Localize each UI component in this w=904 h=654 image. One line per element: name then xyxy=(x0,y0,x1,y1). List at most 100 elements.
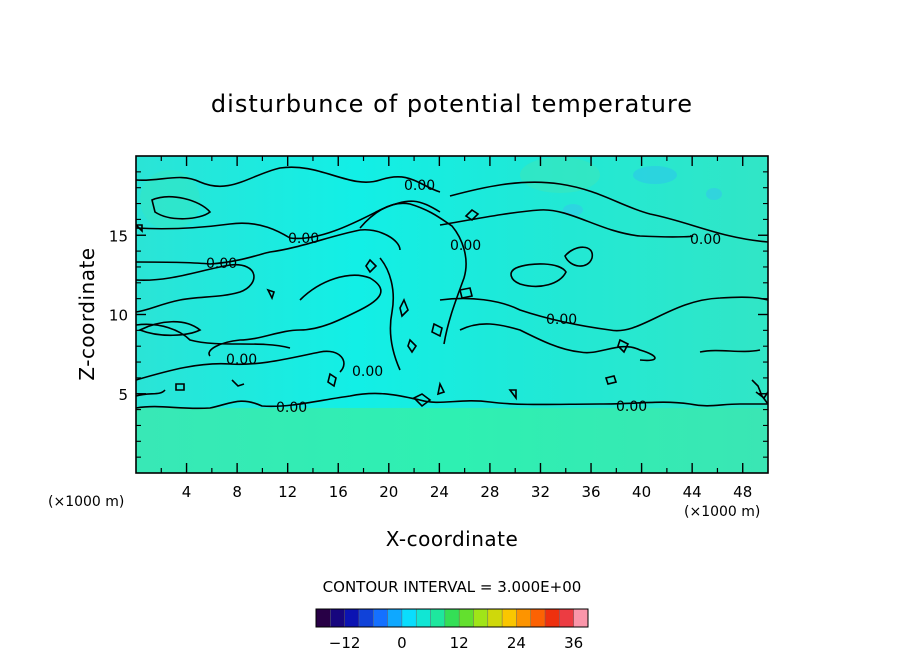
contour-line xyxy=(464,208,480,222)
colorbar-swatch xyxy=(316,609,331,627)
colorbar-tick-label: 12 xyxy=(450,634,469,652)
contour-line xyxy=(439,296,768,332)
colorbar-swatch xyxy=(516,609,532,627)
x-tick-label: 28 xyxy=(480,483,499,501)
colorbar-tick-label: −12 xyxy=(329,634,361,652)
contour-line xyxy=(208,274,382,357)
contour-line xyxy=(136,166,441,193)
contour-label: 0.00 xyxy=(404,178,435,194)
x-axis-label: X-coordinate xyxy=(386,527,519,551)
contour-line xyxy=(151,196,212,220)
colorbar-tick-label: 24 xyxy=(507,634,526,652)
contour-line xyxy=(439,209,694,238)
contour-line xyxy=(431,322,443,338)
x-tick-label: 36 xyxy=(581,483,600,501)
x-tick-label: 12 xyxy=(278,483,297,501)
colorbar-swatch xyxy=(416,609,431,627)
contour-line xyxy=(136,224,143,233)
field-lower xyxy=(136,408,768,473)
contour-line xyxy=(136,264,255,313)
colorbar-swatch xyxy=(358,609,374,627)
contour-line xyxy=(138,320,202,337)
contour-label: 0.00 xyxy=(616,399,647,415)
plot-area: 0.00 0.00 0.00 0.00 0.00 0.00 0.00 0.00 … xyxy=(136,156,768,473)
colorbar-swatch xyxy=(545,609,560,627)
colorbar-frame xyxy=(315,608,589,628)
contour-labels: 0.00 0.00 0.00 0.00 0.00 0.00 0.00 0.00 … xyxy=(206,178,721,416)
contour-line xyxy=(136,229,401,265)
cool-patch xyxy=(633,166,677,184)
x-tick-label: 24 xyxy=(430,483,449,501)
y-axis-label: Z-coordinate xyxy=(75,247,99,380)
contour-line xyxy=(175,383,185,391)
warm-patch xyxy=(520,157,600,193)
contour-line xyxy=(617,338,630,354)
contour-line xyxy=(266,288,276,301)
colorbar-swatch xyxy=(373,609,388,627)
x-tick-label: 40 xyxy=(632,483,651,501)
contour-line xyxy=(436,381,446,396)
colorbar-swatch xyxy=(530,609,546,627)
contour-line xyxy=(699,349,761,353)
contour-label: 0.00 xyxy=(226,352,257,368)
contour-label: 0.00 xyxy=(206,256,237,272)
contour-line xyxy=(136,392,768,410)
contour-line xyxy=(459,287,473,299)
x-tick-label: 44 xyxy=(683,483,702,501)
colorbar-tick-label: 36 xyxy=(564,634,583,652)
contour-line xyxy=(604,375,618,385)
contour-line xyxy=(407,338,418,354)
warm-patch xyxy=(140,170,200,230)
x-unit-right: (×1000 m) xyxy=(684,504,760,520)
contour-line xyxy=(365,258,378,274)
contour-line xyxy=(412,393,432,408)
colorbar xyxy=(315,608,589,628)
contour-label: 0.00 xyxy=(450,238,481,254)
x-tick-label: 32 xyxy=(531,483,550,501)
contour-line xyxy=(459,323,656,362)
colorbar-swatch xyxy=(401,609,417,627)
contour-lines xyxy=(136,166,768,410)
colorbar-swatch xyxy=(573,609,589,627)
colorbar-swatch xyxy=(502,609,517,627)
y-tick-label: 5 xyxy=(118,386,128,404)
x-axis: 4 8 12 16 20 24 28 32 36 40 44 48 xyxy=(160,156,752,501)
contour-line xyxy=(136,389,166,397)
contour-line xyxy=(508,389,517,401)
colorbar-ticks: −12 0 12 24 36 xyxy=(329,634,583,652)
x-tick-label: 20 xyxy=(379,483,398,501)
contour-label: 0.00 xyxy=(546,312,577,328)
contour-line xyxy=(327,372,337,388)
contour-interval-text: CONTOUR INTERVAL = 3.000E+00 xyxy=(323,578,582,596)
colorbar-swatch xyxy=(559,609,575,627)
colorbar-swatch xyxy=(387,609,403,627)
colorbar-swatch xyxy=(344,609,360,627)
contour-line xyxy=(564,246,593,267)
contour-line xyxy=(379,257,401,371)
contour-label: 0.00 xyxy=(690,232,721,248)
colorbar-tick-label: 0 xyxy=(397,634,407,652)
contour-line xyxy=(449,181,768,243)
y-tick-label: 10 xyxy=(109,307,128,325)
contour-line xyxy=(751,379,768,405)
chart-title: disturbunce of potential temperature xyxy=(211,90,693,118)
colorbar-swatch xyxy=(444,609,460,627)
contour-label: 0.00 xyxy=(276,400,307,416)
contour-line xyxy=(399,298,409,318)
contour-line xyxy=(231,379,245,387)
colorbar-swatch xyxy=(330,609,346,627)
cool-patch xyxy=(563,204,583,216)
x-tick-label: 8 xyxy=(232,483,242,501)
cool-patch xyxy=(706,188,722,200)
field-upper xyxy=(136,156,768,409)
x-unit-left: (×1000 m) xyxy=(48,494,124,510)
contour-line xyxy=(510,263,567,288)
y-tick-label: 15 xyxy=(109,227,128,245)
y-axis: 5 10 15 xyxy=(109,171,768,458)
contour-label: 0.00 xyxy=(352,364,383,380)
x-tick-label: 48 xyxy=(733,483,752,501)
colorbar-swatch xyxy=(459,609,474,627)
contour-line xyxy=(136,350,345,381)
contour-line xyxy=(136,323,291,349)
